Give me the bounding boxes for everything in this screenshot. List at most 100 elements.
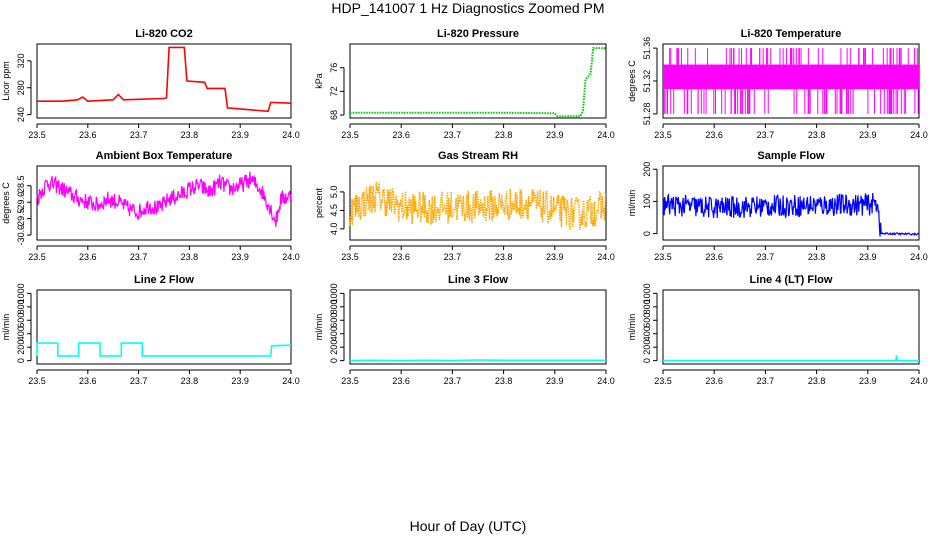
x-tick-label: 23.5 [654, 130, 672, 140]
x-tick-label: 23.9 [859, 130, 877, 140]
x-tick-label: 23.5 [654, 252, 672, 262]
y-tick-label: 400 [16, 326, 26, 341]
x-tick-label: 23.6 [705, 252, 723, 262]
x-tick-label: 24.0 [597, 376, 615, 386]
y-tick-label: 100 [642, 194, 652, 209]
y-tick-label: 0 [642, 358, 652, 363]
x-tick-label: 24.0 [910, 252, 928, 262]
series-line [350, 47, 606, 118]
y-tick-label: 0 [16, 358, 26, 363]
chart-panel-4: Ambient Box Temperature 23.5 23.6 23.7 23.8 2… [1, 150, 300, 262]
y-axis-label: degrees C [627, 60, 637, 102]
x-tick-label: 24.0 [282, 252, 300, 262]
y-tick-label: 200 [329, 340, 339, 355]
y-tick-label: 4.0 [329, 223, 339, 236]
y-axis-label: degrees C [1, 182, 11, 224]
y-tick-label: 200 [16, 340, 26, 355]
y-tick-label: 72 [329, 86, 339, 96]
x-tick-label: 23.8 [181, 130, 199, 140]
series-line [663, 355, 919, 362]
y-axis-label: ml/min [627, 314, 637, 341]
x-tick-label: 24.0 [282, 130, 300, 140]
plot-frame [36, 43, 292, 119]
x-tick-label: 23.7 [757, 376, 775, 386]
y-tick-label: 400 [329, 326, 339, 341]
chart-title: Li-820 Temperature [741, 28, 842, 40]
y-tick-label: 320 [16, 53, 26, 68]
x-tick-label: 23.6 [79, 252, 97, 262]
y-axis-label: Licor ppm [1, 61, 11, 101]
series-band [663, 64, 919, 90]
chart-title: Ambient Box Temperature [96, 150, 233, 162]
y-tick-label: 51.36 [642, 37, 652, 60]
y-axis-label: ml/min [314, 314, 324, 341]
x-tick-label: 24.0 [597, 252, 615, 262]
x-tick-label: 23.7 [757, 252, 775, 262]
x-tick-label: 24.0 [910, 130, 928, 140]
x-tick-label: 24.0 [910, 376, 928, 386]
y-tick-label: 240 [16, 107, 26, 122]
chart-title: Gas Stream RH [438, 150, 518, 162]
x-tick-label: 23.9 [231, 252, 249, 262]
y-axis-label: percent [314, 187, 324, 218]
y-tick-label: 800 [329, 299, 339, 314]
x-tick-label: 23.7 [130, 252, 148, 262]
x-tick-label: 23.9 [546, 252, 564, 262]
plot-frame [349, 165, 607, 241]
y-tick-label: 5.0 [329, 186, 339, 199]
x-tick-label: 23.5 [341, 376, 359, 386]
series-band-group [663, 48, 919, 114]
chart-panel-6: Sample Flow 23.5 23.6 23.7 23.8 23.9 24.0 0 100 2… [627, 150, 928, 262]
chart-title: Sample Flow [757, 150, 825, 162]
x-tick-label: 23.7 [444, 252, 462, 262]
x-tick-label: 23.9 [546, 376, 564, 386]
x-tick-label: 23.8 [495, 376, 513, 386]
x-tick-label: 23.6 [79, 376, 97, 386]
y-axis-label: kPa [314, 73, 324, 89]
x-tick-label: 23.6 [392, 376, 410, 386]
y-tick-label: 4.5 [329, 204, 339, 217]
x-tick-label: 23.7 [444, 376, 462, 386]
x-tick-label: 23.8 [808, 376, 826, 386]
chart-panel-1: Li-820 CO2 23.5 23.6 23.7 23.8 23.9 24.0 240 280… [1, 28, 300, 140]
x-tick-label: 23.6 [392, 252, 410, 262]
x-tick-label: 23.9 [859, 252, 877, 262]
x-tick-label: 23.8 [808, 252, 826, 262]
x-tick-label: 23.6 [79, 130, 97, 140]
x-tick-label: 23.9 [859, 376, 877, 386]
y-tick-label: 0 [642, 231, 652, 236]
x-tick-label: 23.5 [28, 252, 46, 262]
x-tick-label: 23.9 [231, 376, 249, 386]
y-tick-label: 68 [329, 110, 339, 120]
plot-frame [662, 289, 920, 365]
y-tick-label: 1000 [16, 283, 26, 303]
chart-panel-9: Line 4 (LT) Flow 23.5 23.6 23.7 23.8 23.9 24.0… [627, 274, 928, 386]
y-tick-label: 400 [642, 326, 652, 341]
chart-title: Line 3 Flow [448, 274, 508, 286]
x-tick-label: 24.0 [282, 376, 300, 386]
x-tick-label: 23.6 [705, 376, 723, 386]
x-tick-label: 23.5 [341, 252, 359, 262]
y-tick-label: 600 [642, 313, 652, 328]
y-tick-label: 0 [329, 358, 339, 363]
series-line [349, 182, 607, 231]
y-tick-label: 76 [329, 63, 339, 73]
y-tick-label: -28.5 [16, 175, 26, 196]
y-tick-label: 51.32 [642, 70, 652, 93]
series-line [662, 192, 920, 237]
y-tick-label: 1000 [642, 283, 652, 303]
x-tick-label: 23.6 [392, 130, 410, 140]
x-tick-label: 23.7 [444, 130, 462, 140]
x-tick-label: 23.9 [231, 130, 249, 140]
y-tick-label: 280 [16, 80, 26, 95]
y-axis-label: ml/min [1, 314, 11, 341]
x-tick-label: 23.8 [181, 376, 199, 386]
y-tick-label: 51.28 [642, 103, 652, 126]
x-tick-label: 23.8 [495, 252, 513, 262]
x-tick-label: 23.6 [705, 130, 723, 140]
chart-panel-8: Line 3 Flow 23.5 23.6 23.7 23.8 23.9 24.0 0 2004… [314, 274, 615, 386]
y-tick-label: 600 [329, 313, 339, 328]
x-tick-label: 23.8 [495, 130, 513, 140]
y-tick-label: 600 [16, 313, 26, 328]
x-tick-label: 23.5 [28, 130, 46, 140]
